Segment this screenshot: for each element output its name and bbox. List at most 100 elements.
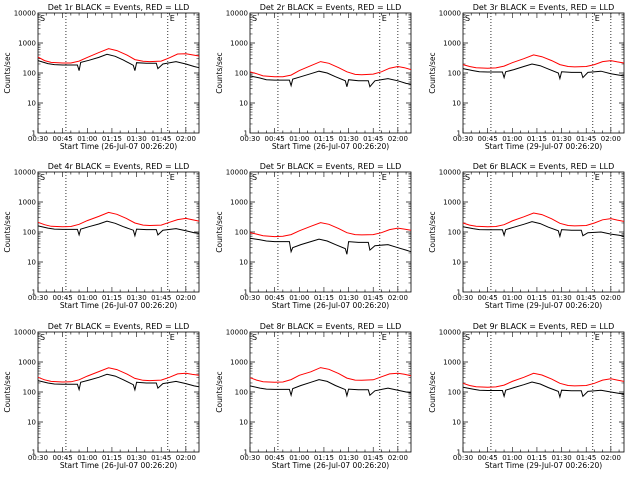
x-tick-label: 00:45 xyxy=(265,454,285,462)
x-tick-label: 02:00 xyxy=(601,135,621,143)
plot-frame xyxy=(249,12,412,134)
end-marker: E xyxy=(170,333,175,342)
x-tick-label: 02:00 xyxy=(388,135,408,143)
x-tick-label: 01:15 xyxy=(102,135,122,143)
x-tick-label: 00:45 xyxy=(53,294,73,302)
y-tick-label: 10000 xyxy=(14,329,36,337)
x-tick-label: 01:00 xyxy=(77,135,97,143)
y-tick-label: 100 xyxy=(23,229,36,237)
y-axis-label: Counts/sec xyxy=(3,52,12,93)
plot-frame xyxy=(37,12,200,134)
x-tick-label: 01:45 xyxy=(151,454,171,462)
chart-title: Det 8r BLACK = Events, RED = LLD xyxy=(260,322,402,331)
x-tick-label: 01:30 xyxy=(551,454,571,462)
y-tick-label: 10000 xyxy=(439,329,461,337)
x-tick-label: 00:30 xyxy=(240,454,260,462)
y-axis-label: Counts/sec xyxy=(215,211,224,252)
x-tick-label: 01:30 xyxy=(338,294,358,302)
y-tick-label: 10000 xyxy=(14,169,36,177)
x-tick-label: 01:15 xyxy=(314,135,334,143)
x-tick-label: 01:00 xyxy=(502,135,522,143)
x-tick-label: 01:45 xyxy=(363,135,383,143)
y-tick-label: 1 xyxy=(244,130,248,138)
x-axis-label: Start Time (26-Jul-07 00:26:20) xyxy=(60,461,177,470)
x-tick-label: 01:45 xyxy=(363,294,383,302)
chart-title: Det 4r BLACK = Events, RED = LLD xyxy=(48,162,190,171)
events-series-line xyxy=(462,381,625,399)
start-marker: S xyxy=(252,14,257,23)
x-tick-label: 00:30 xyxy=(28,294,48,302)
events-series-line xyxy=(462,221,625,239)
chart-title: Det 5r BLACK = Events, RED = LLD xyxy=(260,162,402,171)
start-marker: S xyxy=(465,173,470,182)
events-series-line xyxy=(462,63,625,81)
y-tick-label: 10 xyxy=(452,419,461,427)
x-tick-label: 01:15 xyxy=(527,135,547,143)
y-tick-label: 10 xyxy=(452,100,461,108)
y-tick-label: 10 xyxy=(27,419,36,427)
x-tick-label: 00:30 xyxy=(28,454,48,462)
x-axis-label: Start Time (26-Jul-07 00:26:20) xyxy=(60,142,177,151)
x-tick-label: 00:30 xyxy=(240,294,260,302)
y-axis-label: Counts/sec xyxy=(215,52,224,93)
y-tick-label: 1000 xyxy=(18,40,36,48)
chart-title: Det 9r BLACK = Events, RED = LLD xyxy=(473,322,615,331)
y-axis-label: Counts/sec xyxy=(428,371,437,412)
y-axis-label: Counts/sec xyxy=(215,371,224,412)
start-marker: S xyxy=(40,173,45,182)
y-tick-label: 1 xyxy=(457,289,461,297)
y-tick-label: 1000 xyxy=(443,40,461,48)
end-marker: E xyxy=(382,14,387,23)
y-axis-label: Counts/sec xyxy=(3,211,12,252)
lld-series-line xyxy=(249,367,412,383)
x-tick-label: 00:45 xyxy=(53,135,73,143)
lld-series-line xyxy=(462,54,625,69)
y-tick-label: 1000 xyxy=(230,40,248,48)
y-tick-label: 1000 xyxy=(18,199,36,207)
x-tick-label: 01:30 xyxy=(551,135,571,143)
y-tick-label: 1 xyxy=(244,289,248,297)
end-marker: E xyxy=(170,14,175,23)
x-tick-label: 01:00 xyxy=(77,454,97,462)
start-marker: S xyxy=(252,333,257,342)
x-tick-label: 01:45 xyxy=(363,454,383,462)
y-tick-label: 10000 xyxy=(439,169,461,177)
y-tick-label: 10 xyxy=(239,100,248,108)
chart-title: Det 2r BLACK = Events, RED = LLD xyxy=(260,3,402,12)
y-tick-label: 10 xyxy=(239,259,248,267)
chart-title: Det 3r BLACK = Events, RED = LLD xyxy=(473,3,615,12)
x-tick-label: 02:00 xyxy=(388,454,408,462)
plot-frame xyxy=(249,171,412,293)
lld-series-line xyxy=(249,61,412,78)
y-axis-label: Counts/sec xyxy=(3,371,12,412)
y-tick-label: 1000 xyxy=(18,359,36,367)
x-tick-label: 02:00 xyxy=(176,135,196,143)
events-series-line xyxy=(249,379,412,398)
start-marker: S xyxy=(40,333,45,342)
x-tick-label: 01:00 xyxy=(502,454,522,462)
events-series-line xyxy=(249,237,412,255)
end-marker: E xyxy=(595,333,600,342)
x-axis-label: Start Time (26-Jul-07 00:26:20) xyxy=(272,142,389,151)
plot-frame xyxy=(37,331,200,453)
end-marker: E xyxy=(595,173,600,182)
x-tick-label: 01:30 xyxy=(126,135,146,143)
x-tick-label: 00:30 xyxy=(240,135,260,143)
x-tick-label: 00:30 xyxy=(453,454,473,462)
lld-series-line xyxy=(249,222,412,238)
x-tick-label: 01:15 xyxy=(102,454,122,462)
lld-series-line xyxy=(462,212,625,228)
x-tick-label: 01:15 xyxy=(314,454,334,462)
lld-series-line xyxy=(37,367,200,383)
plot-frame xyxy=(37,171,200,293)
y-tick-label: 10000 xyxy=(439,10,461,18)
start-marker: S xyxy=(40,14,45,23)
x-tick-label: 02:00 xyxy=(601,294,621,302)
x-tick-label: 00:30 xyxy=(453,294,473,302)
x-axis-label: Start Time (26-Jul-07 00:26:20) xyxy=(60,301,177,310)
y-tick-label: 10 xyxy=(239,419,248,427)
x-tick-label: 01:15 xyxy=(527,294,547,302)
x-tick-label: 01:30 xyxy=(126,294,146,302)
